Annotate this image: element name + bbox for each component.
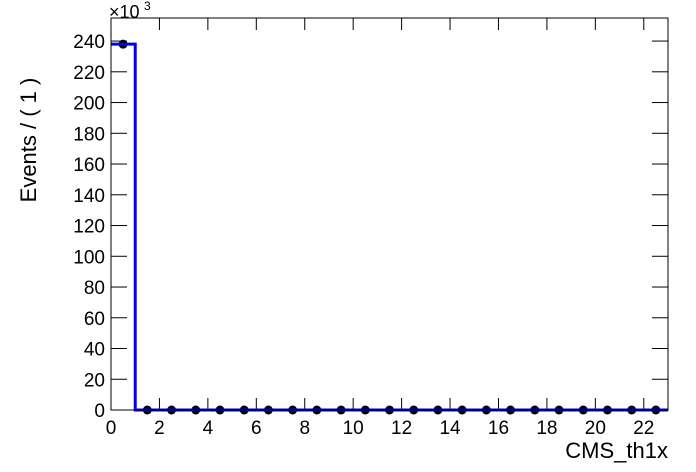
y-multiplier: ×10 — [109, 2, 140, 22]
x-tick-label: 12 — [391, 418, 412, 439]
x-tick-label: 0 — [106, 418, 117, 439]
y-tick-label: 120 — [73, 217, 105, 238]
y-tick-label: 40 — [84, 340, 105, 361]
y-tick-label: 200 — [73, 94, 105, 115]
y-tick-label: 140 — [73, 186, 105, 207]
y-tick-label: 160 — [73, 155, 105, 176]
y-tick-label: 100 — [73, 247, 105, 268]
y-tick-label: 60 — [84, 309, 105, 330]
y-multiplier-exp: 3 — [144, 0, 151, 13]
y-tick-label: 20 — [84, 370, 105, 391]
x-tick-label: 2 — [154, 418, 165, 439]
x-tick-label: 20 — [585, 418, 606, 439]
x-tick-label: 6 — [251, 418, 262, 439]
y-tick-label: 0 — [94, 401, 105, 422]
x-tick-label: 18 — [536, 418, 557, 439]
x-axis-label: CMS_th1x — [565, 438, 668, 463]
y-tick-label: 80 — [84, 278, 105, 299]
x-tick-label: 22 — [633, 418, 654, 439]
y-tick-label: 180 — [73, 124, 105, 145]
x-tick-label: 8 — [299, 418, 310, 439]
x-tick-label: 10 — [343, 418, 364, 439]
plot-frame — [110, 17, 669, 411]
y-axis-label: Events / ( 1 ) — [16, 78, 41, 203]
x-tick-label: 16 — [488, 418, 509, 439]
x-tick-label: 4 — [203, 418, 214, 439]
x-tick-label: 14 — [439, 418, 461, 439]
y-tick-label: 240 — [73, 32, 105, 53]
y-tick-label: 220 — [73, 63, 105, 84]
